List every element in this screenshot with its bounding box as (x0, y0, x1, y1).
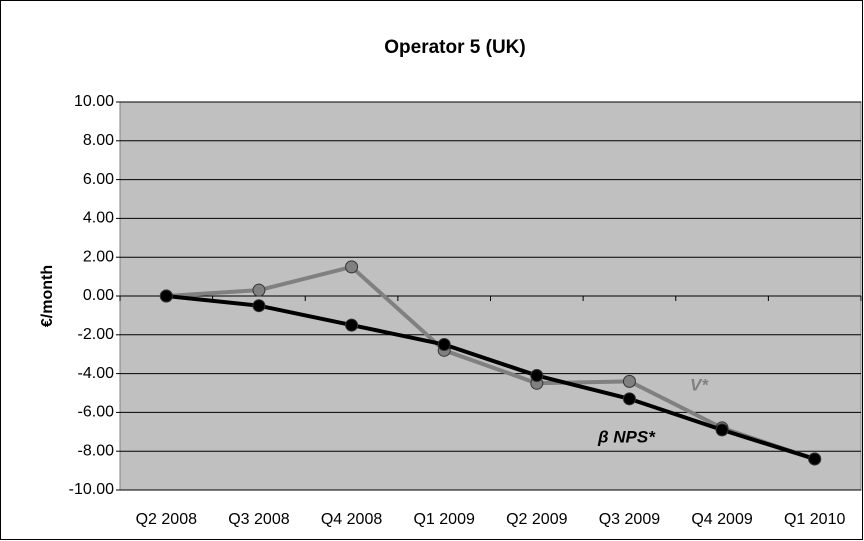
y-tick-label: 0.00 (83, 287, 114, 304)
data-point (715, 423, 729, 437)
x-tick-label: Q3 2009 (599, 511, 660, 528)
y-tick-label: -10.00 (69, 481, 114, 498)
data-point (622, 374, 636, 388)
y-tick-label: -4.00 (78, 365, 115, 382)
y-tick-label: -6.00 (78, 404, 115, 421)
y-tick-label: 6.00 (83, 171, 114, 188)
series-line (166, 264, 816, 461)
x-tick-label: Q2 2009 (506, 511, 567, 528)
y-tick-label: 8.00 (83, 132, 114, 149)
data-point (622, 392, 636, 406)
x-tick-label: Q1 2010 (784, 511, 845, 528)
chart-title: Operator 5 (UK) (384, 37, 525, 58)
data-point (159, 289, 173, 303)
data-point (437, 338, 451, 351)
data-point (252, 299, 266, 313)
series-label: β NPS* (597, 427, 656, 446)
y-tick-label: 4.00 (83, 210, 114, 227)
x-tick-label: Q4 2009 (691, 511, 752, 528)
x-tick-label: Q4 2008 (321, 511, 382, 528)
y-tick-label: 10.00 (74, 93, 114, 110)
x-tick-label: Q3 2008 (228, 511, 289, 528)
series-line (166, 294, 816, 461)
y-tick-label: -8.00 (78, 442, 115, 459)
y-axis-label: €/month (39, 265, 56, 327)
series-label: V* (690, 375, 709, 394)
y-tick-label: 2.00 (83, 248, 114, 265)
data-point (345, 260, 359, 274)
x-tick-label: Q2 2008 (136, 511, 197, 528)
data-point (252, 283, 266, 297)
data-point (530, 369, 544, 383)
data-point (345, 318, 359, 332)
data-point (808, 452, 822, 466)
x-tick-label: Q1 2009 (413, 511, 474, 528)
y-tick-label: -2.00 (78, 326, 115, 343)
